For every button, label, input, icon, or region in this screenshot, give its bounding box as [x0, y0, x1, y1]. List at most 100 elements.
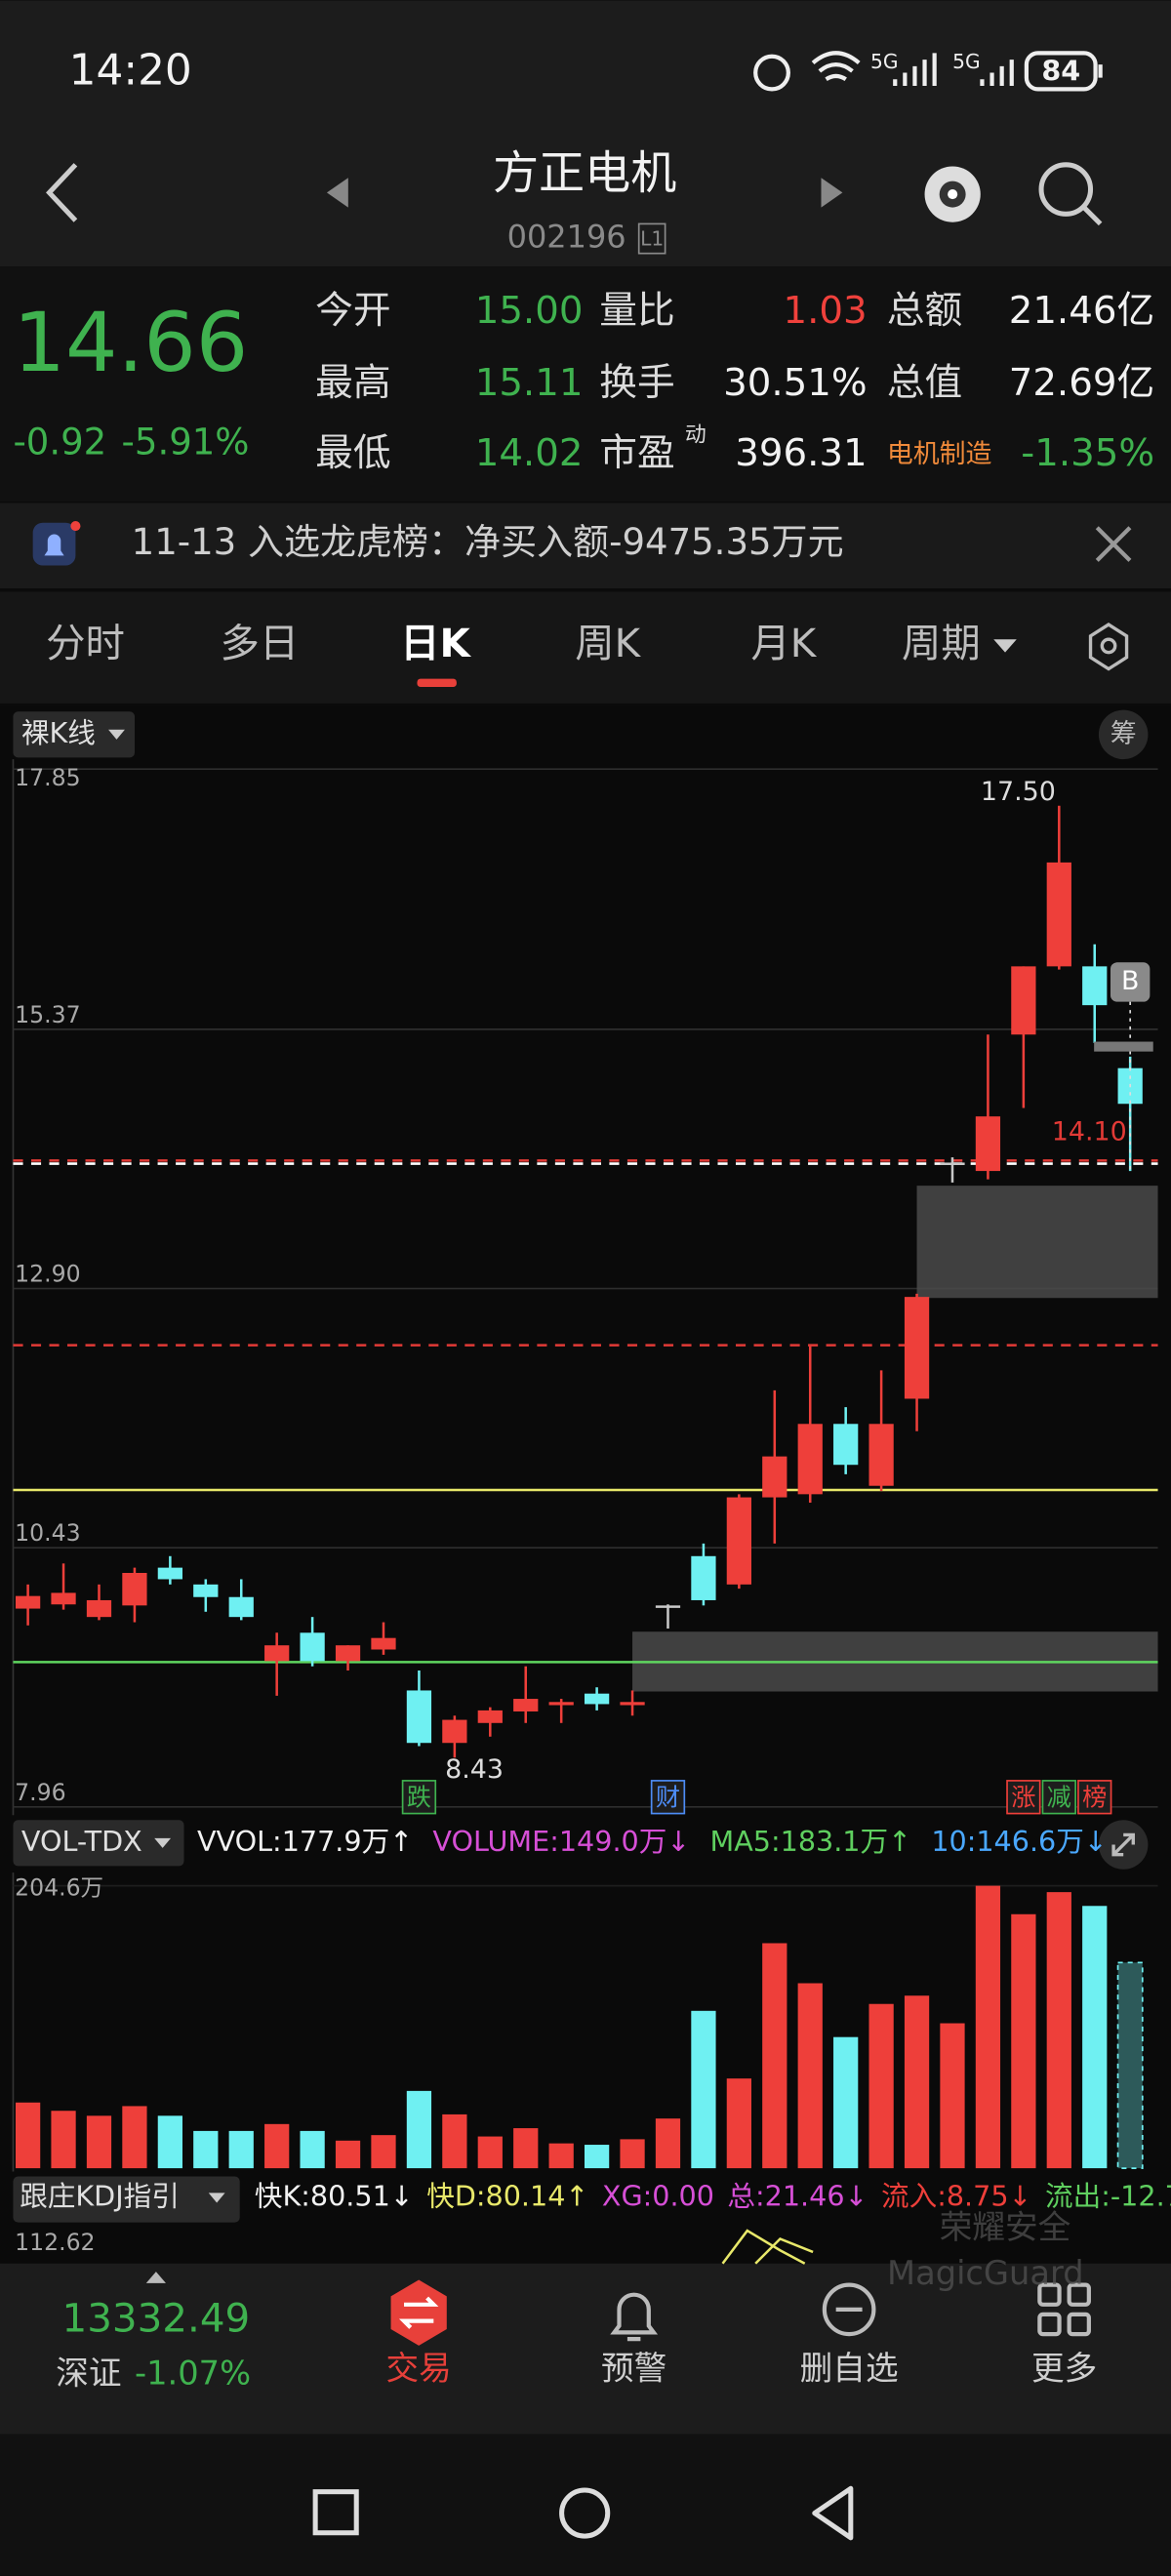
quote-value: 21.46亿	[1009, 289, 1154, 333]
candle-body	[975, 1116, 1001, 1172]
tab[interactable]: 日K	[400, 621, 471, 666]
volume-bar	[797, 1983, 823, 2169]
tab[interactable]: 周期	[902, 621, 981, 666]
event-marker-bg	[650, 1780, 686, 1815]
candle-body	[1046, 862, 1071, 967]
settings-button[interactable]	[1088, 623, 1129, 671]
tab[interactable]: 分时	[46, 621, 125, 666]
y-tick-label: 7.96	[15, 1779, 65, 1806]
candle-body	[157, 1567, 182, 1580]
kdj-indicator: XG:0.00	[602, 2179, 714, 2212]
quote-label: 换手	[599, 361, 674, 405]
tab[interactable]: 周K	[575, 621, 641, 666]
period-dropdown[interactable]	[993, 639, 1017, 653]
tabs-bg	[0, 591, 1171, 704]
home-button[interactable]	[559, 2487, 611, 2539]
volume-bar	[442, 2113, 467, 2169]
tab[interactable]: 多日	[221, 621, 300, 666]
vol-indicator: MA5:183.1万↑	[710, 1825, 912, 1858]
candle-body	[620, 1702, 645, 1706]
price-annotation: 14.10	[1052, 1117, 1127, 1147]
nav-more-icon[interactable]	[1037, 2282, 1091, 2337]
quote-value: 14.02	[475, 431, 584, 475]
vol-indicator: VOLUME:149.0万↓	[432, 1825, 690, 1858]
vol-name: VOL-TDX	[21, 1825, 142, 1858]
watermark: MagicGuard	[887, 2254, 1084, 2292]
volume-bar	[904, 1995, 930, 2169]
event-marker: 榜	[1082, 1783, 1107, 1811]
assistant-icon[interactable]	[924, 166, 981, 222]
top-bar-bg	[0, 0, 1171, 267]
vol-indicator: VVOL:177.9万↑	[197, 1825, 413, 1858]
volume-bar	[620, 2139, 645, 2169]
nav-label[interactable]: 删自选	[800, 2350, 899, 2388]
volume-bar	[86, 2115, 112, 2169]
notice-bg	[0, 503, 1171, 589]
event-marker-bg	[401, 1780, 437, 1815]
settings-dot	[1100, 637, 1117, 655]
tab[interactable]: 月K	[750, 621, 817, 666]
notice-close[interactable]	[1095, 526, 1132, 562]
system-back-button[interactable]	[812, 2485, 854, 2541]
y-tick-label: 204.6万	[15, 1873, 103, 1901]
candle-body	[797, 1424, 823, 1495]
volume-bar	[300, 2130, 325, 2169]
candle-body	[51, 1592, 76, 1605]
network-labels: 5G 5G	[870, 50, 981, 73]
nav-label[interactable]: 更多	[1031, 2350, 1097, 2388]
y-tick-label: 17.85	[15, 764, 80, 791]
event-marker: 减	[1047, 1783, 1071, 1811]
candle-body	[904, 1297, 930, 1399]
quote-label: 电机制造	[887, 439, 992, 469]
candle-body	[584, 1693, 610, 1705]
quote-label: 总值	[887, 361, 962, 405]
bottom-nav-bg	[0, 2263, 1171, 2435]
candle-body	[122, 1572, 147, 1606]
level-badge	[637, 222, 666, 255]
nav-label[interactable]: 交易	[386, 2350, 452, 2388]
event-marker-bg	[1006, 1780, 1041, 1815]
volume-bar	[228, 2130, 254, 2169]
candle-body	[335, 1645, 361, 1662]
last-price: 14.66	[13, 295, 248, 390]
candle-body	[86, 1599, 112, 1618]
badge-label: B	[1121, 966, 1139, 996]
recents-button[interactable]	[312, 2489, 359, 2536]
volume-bar	[762, 1943, 787, 2169]
quote-label: 量比	[599, 289, 674, 333]
stock-code: 002196	[507, 219, 626, 256]
kdj-button[interactable]	[13, 2176, 240, 2223]
volume-bar	[868, 2003, 894, 2169]
event-marker: 跌	[407, 1783, 431, 1811]
level: L1	[640, 227, 664, 251]
nav-remove-icon[interactable]	[822, 2282, 876, 2337]
kdj-indicator: 快K:80.51↓	[255, 2179, 414, 2212]
badge-bg	[1110, 962, 1151, 1002]
next-stock[interactable]	[821, 178, 843, 208]
candle-body	[726, 1497, 751, 1585]
search-button[interactable]	[1038, 162, 1103, 226]
candle-body	[371, 1637, 396, 1650]
nav-trade-icon[interactable]	[390, 2279, 447, 2346]
kdj-indicator: 快D:80.14↑	[426, 2179, 588, 2212]
quote-label: 最低	[315, 431, 390, 475]
quote-label: 最高	[315, 361, 390, 405]
back-button[interactable]	[46, 163, 78, 222]
volume-bar	[975, 1885, 1001, 2169]
candle-body	[15, 1595, 41, 1609]
candle-body	[477, 1710, 503, 1723]
quote-value: 15.11	[475, 361, 584, 405]
nav-label[interactable]: 预警	[601, 2350, 666, 2388]
volume-bar	[1011, 1913, 1036, 2169]
quote-label: 今开	[315, 289, 390, 333]
volume-bar	[335, 2140, 361, 2169]
mode-button[interactable]	[13, 711, 136, 758]
vol-button[interactable]	[13, 1820, 184, 1867]
volume-bar	[193, 2130, 219, 2169]
event-marker: 涨	[1011, 1783, 1035, 1811]
active-tab-indicator	[417, 678, 457, 688]
prev-stock[interactable]	[326, 178, 348, 208]
chip-button[interactable]	[1098, 709, 1149, 760]
price-change-pct: -5.91%	[122, 421, 250, 463]
nav-alert-icon[interactable]	[610, 2292, 659, 2342]
